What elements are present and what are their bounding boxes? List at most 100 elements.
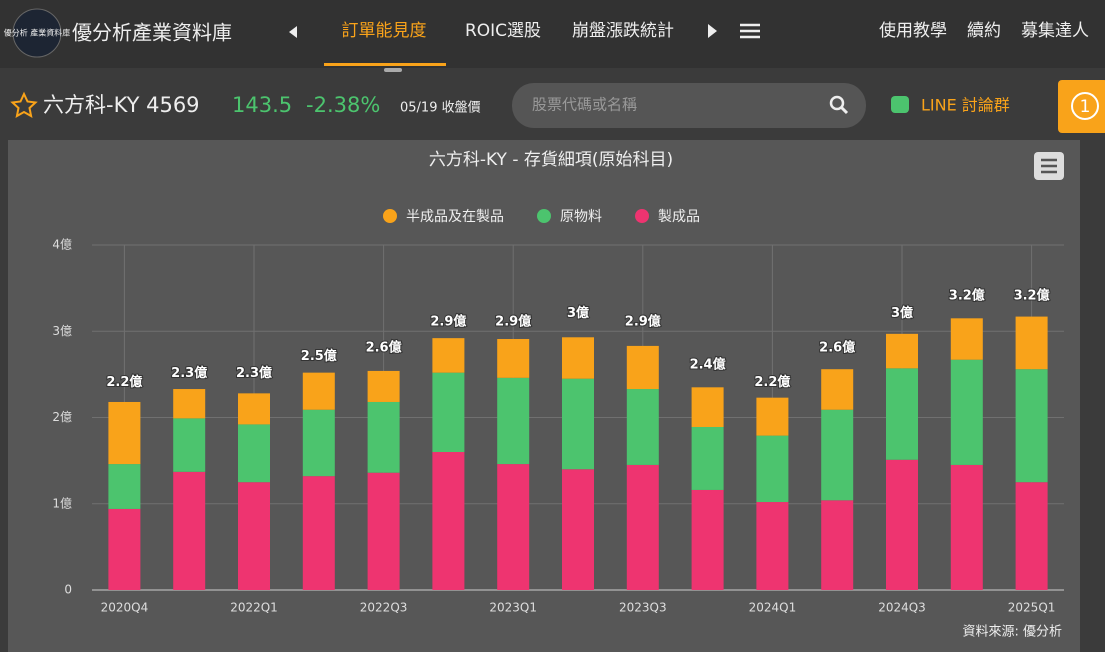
search-box[interactable] <box>512 83 866 128</box>
bar-segment <box>821 409 854 501</box>
x-tick-label: 2023Q3 <box>619 601 667 615</box>
search-placeholder: 股票代碼或名稱 <box>532 96 637 114</box>
x-tick-label: 2022Q3 <box>360 601 408 615</box>
bar-segment <box>1015 316 1048 370</box>
total-label: 2.6億 <box>819 339 855 355</box>
bar-segment <box>108 464 141 509</box>
total-label: 2.9億 <box>430 313 466 329</box>
legend-label: 原物料 <box>560 209 602 225</box>
bar-segment <box>497 339 530 378</box>
bar-segment <box>367 472 400 590</box>
search-icon-handle <box>839 105 849 115</box>
logo[interactable] <box>12 8 62 58</box>
legend-label: 製成品 <box>658 209 700 225</box>
bar-segment <box>173 389 206 419</box>
bar-segment <box>173 418 206 472</box>
bar-segment <box>756 502 789 590</box>
link[interactable]: 續約 <box>967 21 1001 41</box>
bar-segment <box>302 476 335 590</box>
link[interactable]: 募集達人 <box>1021 21 1089 41</box>
nav-item[interactable]: 訂單能見度 <box>342 21 427 41</box>
link[interactable]: 使用教學 <box>879 20 947 41</box>
bar-segment <box>497 377 530 465</box>
bar-segment <box>432 452 465 590</box>
total-label: 2.5億 <box>301 348 337 364</box>
source: 資料來源: 優分析 <box>962 625 1062 640</box>
nav-left[interactable] <box>289 26 297 38</box>
legend-marker <box>635 209 649 223</box>
nav-underline <box>324 63 446 66</box>
total-label: 2.3億 <box>236 365 272 381</box>
total-label: 2.2億 <box>106 374 142 390</box>
bar-segment <box>886 459 918 590</box>
legend-marker <box>383 209 397 223</box>
bar-segment <box>1015 482 1048 590</box>
chart-title: 六方科-KY - 存貨細項(原始科目) <box>429 150 673 170</box>
x-tick-label: 2023Q1 <box>489 601 537 615</box>
stock-price: 143.5 <box>232 93 292 117</box>
bar-segment <box>173 471 206 590</box>
y-tick-label: 0 <box>64 583 72 597</box>
menu-icon[interactable] <box>740 23 760 39</box>
bar-segment <box>886 368 918 460</box>
x-tick-label: 2025Q1 <box>1008 601 1056 615</box>
stock-change: -2.38% <box>306 93 380 117</box>
total-label: 3億 <box>567 305 589 321</box>
site-name[interactable]: 優分析產業資料庫 <box>72 21 232 45</box>
bar-segment <box>821 369 854 410</box>
bar-segment <box>950 359 983 465</box>
bar-segment <box>950 318 983 360</box>
bar-segment <box>238 424 270 483</box>
bar-segment <box>108 401 141 465</box>
nav-item[interactable]: ROIC選股 <box>465 21 541 41</box>
scroll-handle <box>384 68 402 72</box>
badge-ring <box>1071 92 1099 120</box>
total-label: 2.6億 <box>366 339 402 355</box>
total-label: 3.2億 <box>1014 288 1050 304</box>
nav-item[interactable]: 崩盤漲跌統計 <box>572 21 674 41</box>
x-tick-label: 2024Q3 <box>878 601 926 615</box>
total-label: 3.2億 <box>949 288 985 304</box>
y-tick-label: 2億 <box>52 410 72 424</box>
search-icon[interactable] <box>829 95 845 111</box>
x-tick-label: 2020Q4 <box>101 601 149 615</box>
bar-segment <box>497 464 530 590</box>
bar-segment <box>108 508 141 590</box>
total-label: 2.9億 <box>625 313 661 329</box>
x-tick-label: 2022Q1 <box>230 601 278 615</box>
bar-segment <box>691 387 724 427</box>
favorite-star[interactable] <box>10 91 38 118</box>
badge-number: 1 <box>1080 97 1091 117</box>
nav-right[interactable] <box>708 24 717 38</box>
top-bar <box>0 0 1105 68</box>
total-label: 2.3億 <box>171 365 207 381</box>
total-label: 3億 <box>891 305 913 321</box>
legend-marker <box>537 209 551 223</box>
bar-segment <box>1015 369 1048 483</box>
bar-segment <box>756 435 789 503</box>
bar-segment <box>886 333 918 369</box>
logo-text: 優分析 產業資料庫 <box>4 28 71 38</box>
bar-segment <box>950 464 983 590</box>
bar-segment <box>367 401 400 473</box>
bar-segment <box>626 389 659 465</box>
stock-name: 六方科-KY 4569 <box>43 93 200 117</box>
bar-segment <box>562 469 594 590</box>
bar-segment <box>756 397 789 436</box>
bar-segment <box>691 426 724 490</box>
notice-badge[interactable] <box>1058 80 1105 133</box>
line-icon <box>891 96 909 113</box>
line-link[interactable]: LINE 討論群 <box>921 96 1010 115</box>
bar-segment <box>562 337 594 379</box>
y-tick-label: 1億 <box>52 496 72 510</box>
x-tick-label: 2024Q1 <box>749 601 797 615</box>
total-label: 2.9億 <box>495 313 531 329</box>
stock-date: 05/19 收盤價 <box>400 101 481 116</box>
y-tick-label: 4億 <box>52 238 72 252</box>
y-tick-label: 3億 <box>52 324 72 338</box>
bar-segment <box>432 372 465 452</box>
bar-segment <box>432 338 465 373</box>
chart-menu-icon <box>1041 158 1057 174</box>
